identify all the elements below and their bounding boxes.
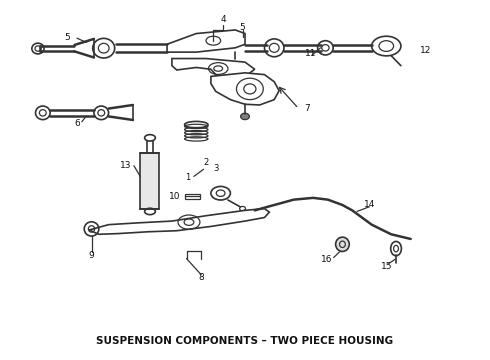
Text: 16: 16 — [321, 255, 333, 264]
Text: 15: 15 — [381, 262, 392, 271]
Ellipse shape — [241, 113, 249, 120]
Text: 5: 5 — [64, 33, 70, 42]
Text: 2: 2 — [203, 158, 209, 167]
Text: 6: 6 — [74, 119, 80, 128]
Text: 5: 5 — [240, 23, 245, 32]
Bar — [185, 194, 200, 199]
Text: 1: 1 — [185, 173, 190, 182]
Polygon shape — [211, 73, 279, 105]
Text: 13: 13 — [120, 161, 131, 170]
Text: 8: 8 — [198, 273, 204, 282]
Text: SUSPENSION COMPONENTS – TWO PIECE HOUSING: SUSPENSION COMPONENTS – TWO PIECE HOUSIN… — [97, 336, 393, 346]
Ellipse shape — [336, 237, 349, 251]
Bar — [140, 153, 159, 208]
Polygon shape — [89, 208, 270, 234]
Text: 4: 4 — [220, 15, 226, 24]
Text: 11: 11 — [305, 49, 317, 58]
Text: 10: 10 — [169, 192, 180, 201]
Polygon shape — [172, 59, 255, 78]
Polygon shape — [167, 30, 245, 52]
Text: 14: 14 — [364, 200, 375, 209]
Text: 7: 7 — [304, 104, 310, 113]
Text: 3: 3 — [213, 164, 219, 173]
Text: 12: 12 — [419, 46, 431, 55]
Text: 9: 9 — [89, 251, 95, 260]
